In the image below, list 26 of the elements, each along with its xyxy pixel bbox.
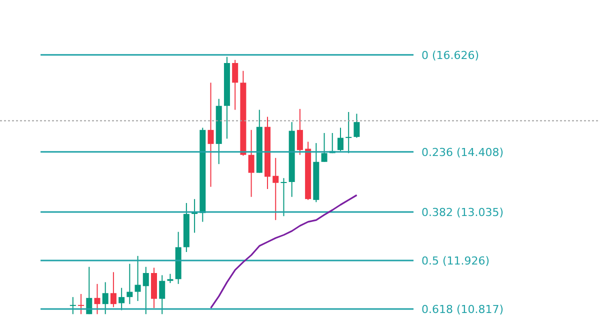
candlestick xyxy=(321,132,328,162)
candlestick xyxy=(102,282,108,315)
ref-line-label: 0.382 (13.035) xyxy=(422,206,504,219)
candlestick xyxy=(126,263,133,305)
ref-line-label: 0.5 (11.926) xyxy=(422,254,490,268)
candlestick xyxy=(110,272,116,308)
candlestick xyxy=(78,294,84,315)
candlestick xyxy=(134,255,141,302)
candlestick xyxy=(280,178,287,217)
candlestick xyxy=(337,127,344,152)
candlestick xyxy=(346,112,352,154)
candlestick xyxy=(296,108,303,156)
ref-line-label: 0.236 (14.408) xyxy=(422,146,504,159)
candlestick xyxy=(272,157,279,221)
candlestick xyxy=(118,287,125,311)
candlestick xyxy=(232,59,238,110)
candlestick xyxy=(142,266,149,315)
candlestick xyxy=(94,283,100,315)
candlestick xyxy=(354,113,360,138)
candlestick xyxy=(159,274,166,315)
candlestick xyxy=(70,296,76,315)
ref-line-label: 0 (16.626) xyxy=(422,48,480,62)
candlestick xyxy=(167,273,174,284)
ref-line-label: 0.618 (10.817) xyxy=(422,303,504,316)
candlestick xyxy=(248,129,254,198)
candlestick xyxy=(208,82,214,188)
